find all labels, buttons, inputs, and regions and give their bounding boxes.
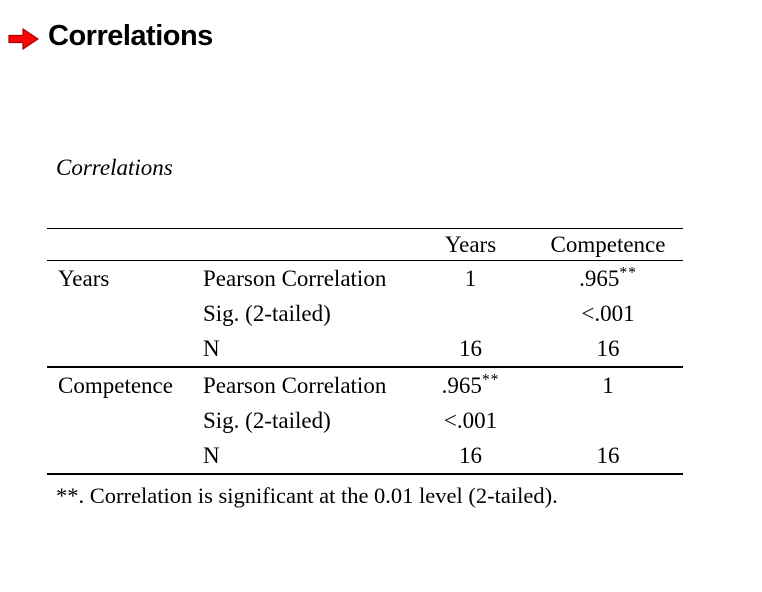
table-row: Competence Pearson Correlation .965** 1 — [47, 368, 683, 403]
stat-label: N — [203, 443, 220, 468]
competence-block: Competence Pearson Correlation .965** 1 … — [47, 368, 683, 475]
value-cell: <.001 — [443, 408, 498, 433]
value-cell: 16 — [459, 443, 482, 468]
table-title: Correlations — [56, 155, 173, 180]
table-header-row: Years Competence — [47, 229, 683, 261]
value-cell: 16 — [596, 443, 620, 468]
col-header-competence: Competence — [550, 232, 666, 257]
value-cell: 16 — [596, 336, 620, 361]
stat-label: Pearson Correlation — [203, 266, 387, 291]
output-heading: Correlations — [48, 20, 213, 52]
stat-label: Sig. (2-tailed) — [203, 301, 331, 326]
value-cell: .965** — [579, 264, 637, 291]
value-cell: <.001 — [581, 301, 635, 326]
row-label: Competence — [58, 373, 173, 398]
table-row: Sig. (2-tailed) <.001 — [47, 403, 683, 438]
table-row: Years Pearson Correlation 1 .965** — [47, 261, 683, 296]
value-cell: 1 — [464, 266, 477, 291]
row-label: Years — [58, 266, 110, 291]
stat-label: Pearson Correlation — [203, 373, 387, 398]
table-row: Sig. (2-tailed) <.001 — [47, 296, 683, 331]
significance-flag: ** — [619, 264, 637, 282]
value-cell: 16 — [459, 336, 482, 361]
correlations-table[interactable]: Years Competence Years Pearson Correlati… — [47, 228, 683, 475]
table-row: N 16 16 — [47, 438, 683, 473]
significance-flag: ** — [481, 371, 500, 389]
output-item-arrow-icon — [8, 27, 40, 51]
table-row: N 16 16 — [47, 331, 683, 366]
years-block: Years Pearson Correlation 1 .965** Sig. … — [47, 261, 683, 368]
table-footnote: **. Correlation is significant at the 0.… — [56, 483, 558, 508]
value-cell: 1 — [602, 373, 614, 398]
value-cell: .965** — [441, 371, 500, 398]
stat-label: N — [203, 336, 220, 361]
stat-label: Sig. (2-tailed) — [203, 408, 331, 433]
col-header-years: Years — [444, 232, 497, 257]
